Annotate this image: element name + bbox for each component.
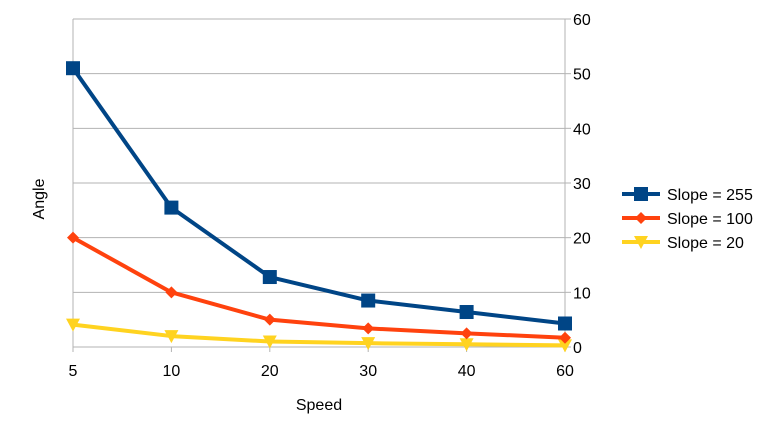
series-line — [72, 235, 566, 340]
x-tick-label: 30 — [359, 363, 377, 380]
y-axis-title: Angle — [31, 178, 48, 219]
data-point — [558, 339, 572, 353]
data-point — [165, 286, 178, 299]
series-line — [72, 322, 566, 348]
data-point — [67, 231, 79, 244]
data-point — [164, 330, 179, 344]
y-tick-label: 30 — [573, 176, 591, 193]
y-tick-label: 0 — [573, 340, 582, 357]
data-point — [361, 293, 376, 308]
series-diamond — [67, 231, 571, 344]
legend-marker — [634, 236, 648, 249]
data-point — [262, 270, 277, 285]
data-point — [459, 338, 474, 352]
legend-label: Slope = 255 — [667, 187, 753, 204]
data-point — [558, 316, 572, 331]
x-axis-title: Speed — [296, 397, 342, 414]
data-point — [262, 335, 277, 349]
series-group — [66, 61, 572, 353]
x-tick-label: 10 — [163, 363, 181, 380]
y-tick-label: 10 — [573, 285, 591, 302]
series-square — [66, 61, 572, 331]
data-point — [459, 305, 474, 320]
data-point — [263, 313, 276, 326]
y-tick-labels: 0 10 20 30 40 50 60 — [573, 12, 591, 357]
legend-entry: Slope = 255 — [622, 187, 753, 204]
x-tick-label: 5 — [69, 363, 78, 380]
legend-label: Slope = 100 — [667, 211, 753, 228]
x-tick-label: 40 — [458, 363, 476, 380]
data-point — [361, 337, 376, 351]
data-point — [362, 322, 375, 335]
legend-entry: Slope = 20 — [622, 235, 744, 252]
x-tick-labels: 5 10 20 30 40 60 — [69, 363, 574, 380]
legend-label: Slope = 20 — [667, 235, 744, 252]
gridlines — [73, 18, 565, 293]
data-point — [66, 318, 80, 332]
data-point — [559, 331, 571, 344]
legend: Slope = 255 Slope = 100 Slope = 20 — [622, 187, 753, 252]
x-tick-label: 60 — [556, 363, 574, 380]
y-tick-label: 60 — [573, 12, 591, 29]
data-point — [460, 327, 473, 340]
series-triangle-down — [66, 318, 572, 353]
y-tick-label: 50 — [573, 67, 591, 84]
legend-marker — [635, 212, 647, 224]
y-tick-label: 40 — [573, 121, 591, 138]
data-point — [66, 61, 80, 76]
y-tick-label: 20 — [573, 231, 591, 248]
axes — [72, 18, 571, 352]
data-point — [164, 200, 179, 215]
x-tick-label: 20 — [261, 363, 279, 380]
legend-marker — [634, 187, 648, 201]
series-line — [71, 67, 566, 326]
legend-entry: Slope = 100 — [622, 211, 753, 228]
